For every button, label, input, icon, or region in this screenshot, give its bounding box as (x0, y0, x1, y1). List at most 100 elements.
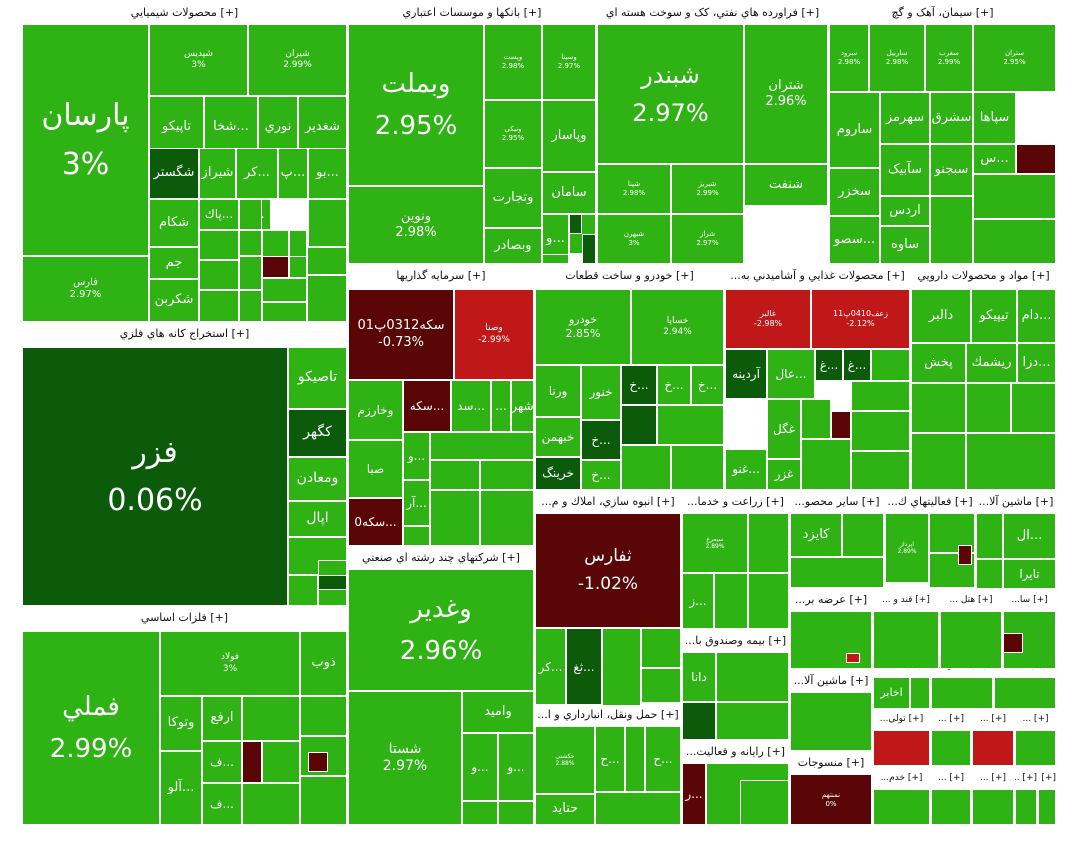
sector-textile[interactable]: [+] منسوجات نمنتهم 0% (790, 752, 872, 825)
stock-tile-small[interactable] (966, 433, 1056, 490)
sector-pharma[interactable]: [+] مواد و محصولات دارويي دالبر تيپيكو دام.… (911, 265, 1056, 490)
stock-tile-small[interactable] (318, 575, 347, 590)
sector-header[interactable]: [+] ... (972, 708, 1014, 730)
stock-tile[interactable]: آردينه (725, 349, 767, 399)
stock-tile-small[interactable] (403, 526, 430, 546)
stock-tile[interactable]: وبملت 2.95% (348, 24, 484, 186)
sector-header[interactable]: [+] انبوه سازي، املاك و م... (535, 491, 681, 513)
stock-tile-small[interactable] (940, 611, 1002, 669)
stock-tile[interactable]: شتران 2.96% (744, 24, 828, 164)
stock-tile-small[interactable] (846, 653, 860, 663)
stock-tile[interactable]: عال... (767, 349, 815, 399)
stock-tile[interactable]: ومعادن (288, 457, 347, 501)
sector-activities[interactable]: [+] فعاليتهاي ك... اپرداز 2.89% (885, 491, 975, 588)
stock-tile-small[interactable] (242, 741, 262, 783)
stock-tile[interactable]: كايزد (790, 513, 842, 557)
stock-tile[interactable]: سیمرغ 2.89% (682, 513, 748, 573)
sector-header[interactable]: [+] فعاليتهاي ك... (885, 491, 975, 513)
stock-tile-small[interactable] (262, 278, 307, 302)
stock-tile[interactable]: شگستر (149, 148, 199, 199)
sector-s32[interactable]: [+] ... (1015, 708, 1056, 766)
stock-tile[interactable]: شستا 2.97% (348, 691, 462, 825)
stock-tile-small[interactable] (242, 696, 300, 741)
stock-tile-small[interactable] (641, 668, 681, 703)
stock-tile-small[interactable] (958, 545, 972, 565)
stock-tile[interactable]: پارسان 3% (22, 24, 149, 256)
stock-tile[interactable]: ارفع (202, 696, 242, 741)
stock-tile[interactable]: كگهر (288, 409, 347, 457)
stock-tile[interactable]: وسینا 2.97% (542, 24, 596, 100)
stock-tile[interactable]: نوري (258, 96, 298, 158)
stock-tile[interactable]: فزر 0.06% (22, 347, 288, 606)
stock-tile-small[interactable] (462, 801, 498, 825)
stock-tile-small[interactable] (239, 199, 262, 230)
stock-tile[interactable]: وصنا -2.99% (454, 289, 534, 380)
stock-tile[interactable]: ونوين 2.98% (348, 186, 484, 264)
sector-header[interactable]: [+] هتل ... (940, 589, 1002, 611)
stock-tile-small[interactable] (625, 726, 645, 792)
stock-tile[interactable]: ساروم (829, 92, 880, 168)
stock-tile[interactable]: شكام (149, 199, 199, 247)
sector-chem[interactable]: [+] محصولات شيميايي پارسان 3% شپدیس 3% شیران 2… (22, 2, 347, 322)
stock-tile-small[interactable] (307, 275, 347, 322)
stock-tile-small[interactable] (602, 628, 641, 706)
sector-header[interactable]: [+] منسوجات (790, 752, 872, 774)
sector-sa[interactable]: [+] سا... (1003, 589, 1056, 669)
sector-invest[interactable]: [+] سرمايه گذاريها سكه0312پ01 -0.73% وصنا -2… (348, 265, 534, 546)
stock-tile[interactable]: ساوه (880, 226, 930, 264)
sector-header[interactable]: [+] زراعت و خدما... (682, 491, 789, 513)
sector-header[interactable]: [+] شركتهاي چند رشته اي صنعتي (348, 547, 534, 569)
stock-tile-small[interactable] (682, 702, 716, 740)
stock-tile[interactable]: صبا (348, 440, 403, 498)
sector-insurance[interactable]: [+] بيمه وصندوق با... دانا (682, 630, 789, 740)
stock-tile[interactable]: سكه... (403, 380, 451, 432)
sector-header[interactable]: [+] ماشين آلا... (790, 670, 872, 692)
sector-header[interactable]: [+] رايانه و فعاليت... (682, 741, 789, 763)
stock-tile-small[interactable] (1015, 789, 1037, 825)
stock-tile-small[interactable] (831, 411, 851, 439)
stock-tile-small[interactable] (972, 789, 1014, 825)
stock-tile[interactable]: حتايد (535, 794, 595, 825)
stock-tile-small[interactable] (911, 383, 966, 433)
stock-tile[interactable]: نمنتهم 0% (790, 774, 872, 825)
stock-tile-small[interactable] (976, 559, 1003, 589)
stock-tile[interactable]: وتوكا (160, 696, 202, 751)
sector-multi[interactable]: [+] شركتهاي چند رشته اي صنعتي وغدير 2.96% ش… (348, 547, 534, 825)
stock-tile[interactable]: زعف0410پ11 -2.12% (811, 289, 910, 349)
sector-header[interactable]: [+] ... (931, 767, 971, 789)
sector-header[interactable]: [+] خودرو و ساخت قطعات (535, 265, 724, 287)
stock-tile-small[interactable] (199, 260, 239, 290)
sector-header[interactable]: [+] ساير محصو... (790, 491, 884, 513)
stock-tile[interactable]: ز... (682, 573, 714, 629)
stock-tile[interactable]: س... (973, 144, 1016, 174)
stock-tile-small[interactable] (308, 752, 328, 772)
stock-tile[interactable]: اپرداز 2.89% (885, 513, 929, 583)
stock-tile[interactable]: سپاها (973, 92, 1016, 144)
stock-tile[interactable]: وخارزم (348, 380, 403, 440)
sector-s30[interactable]: [+] ... (931, 708, 971, 766)
stock-tile[interactable]: اپال (288, 501, 347, 537)
sector-header[interactable]: [+] ... (972, 767, 1014, 789)
stock-tile[interactable]: سخزر (829, 168, 880, 216)
stock-tile-small[interactable] (480, 490, 534, 546)
stock-tile[interactable]: ونیکی 2.95% (484, 100, 542, 168)
stock-tile[interactable]: خ... (657, 365, 691, 405)
stock-tile-small[interactable] (262, 256, 289, 278)
stock-tile-small[interactable] (931, 789, 971, 825)
stock-tile[interactable]: كر... (535, 628, 566, 706)
stock-tile-small[interactable] (288, 575, 318, 606)
stock-tile-small[interactable] (973, 219, 1056, 264)
stock-tile[interactable]: ستران 2.95% (973, 24, 1056, 92)
stock-tile[interactable]: دزا... (1017, 343, 1056, 383)
stock-tile-small[interactable] (239, 256, 262, 290)
stock-tile-small[interactable] (1003, 633, 1023, 653)
sector-agri[interactable]: [+] زراعت و خدما... سیمرغ 2.89% ز... (682, 491, 789, 629)
stock-tile-small[interactable] (801, 439, 851, 490)
stock-tile-small[interactable] (262, 302, 307, 322)
stock-tile-small[interactable] (871, 349, 910, 381)
stock-tile[interactable]: شيراز (199, 148, 236, 199)
sector-metalore[interactable]: [+] استخراج كانه هاي فلزي فزر 0.06% تاصيكو ك… (22, 323, 347, 606)
stock-tile-small[interactable] (657, 405, 724, 445)
stock-tile-small[interactable] (595, 792, 681, 825)
stock-tile[interactable]: فولاد 3% (160, 631, 300, 696)
